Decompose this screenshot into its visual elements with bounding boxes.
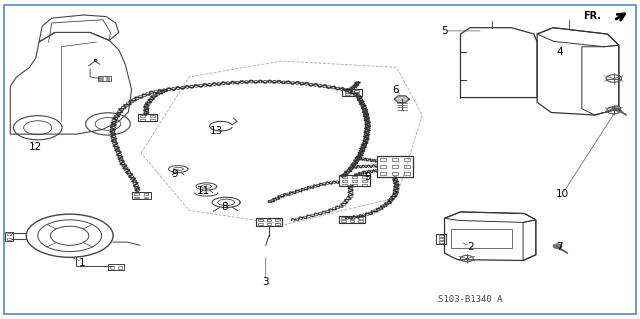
Text: 6: 6 [392, 85, 399, 95]
Bar [341, 220, 346, 222]
Bar [99, 77, 102, 78]
Circle shape [553, 244, 562, 249]
Bar [392, 172, 398, 175]
Text: 5: 5 [441, 26, 448, 36]
Bar [362, 184, 367, 186]
Bar [439, 238, 444, 240]
Bar [259, 219, 262, 221]
Bar [4, 232, 13, 241]
Bar [355, 93, 359, 95]
Text: 9: 9 [171, 169, 178, 179]
Bar [439, 235, 444, 236]
Bar [143, 197, 148, 198]
Bar [350, 217, 354, 219]
Bar [7, 238, 12, 240]
Bar [98, 76, 111, 81]
Text: 4: 4 [556, 47, 563, 56]
Bar [451, 229, 511, 248]
Bar [267, 223, 271, 225]
Bar [345, 93, 349, 95]
Bar [150, 119, 155, 121]
Bar [259, 223, 262, 225]
Bar [345, 90, 349, 92]
Bar [436, 234, 447, 244]
Text: 8: 8 [221, 202, 228, 212]
Bar [358, 217, 363, 219]
Bar [106, 79, 109, 80]
Polygon shape [394, 96, 410, 102]
Bar [355, 90, 359, 92]
Bar [339, 216, 365, 223]
Bar [99, 79, 102, 80]
Text: 11: 11 [197, 186, 211, 196]
Text: 12: 12 [29, 142, 42, 152]
Bar [110, 266, 114, 269]
Bar [256, 218, 282, 226]
Bar [380, 158, 387, 161]
Text: 9: 9 [365, 172, 371, 182]
Bar [275, 223, 280, 225]
Text: FR.: FR. [583, 11, 601, 21]
Bar [342, 89, 362, 96]
Bar [380, 165, 387, 168]
Text: S103-B1340 A: S103-B1340 A [438, 295, 502, 304]
Text: 1: 1 [79, 258, 85, 268]
Bar [342, 176, 347, 178]
Bar [392, 158, 398, 161]
Bar [275, 219, 280, 221]
Bar [404, 172, 410, 175]
Bar [350, 220, 354, 222]
Text: 2: 2 [467, 242, 474, 252]
Bar [342, 180, 347, 182]
Bar [362, 176, 367, 178]
Circle shape [612, 106, 621, 110]
Bar [267, 219, 271, 221]
Bar [404, 165, 410, 168]
Bar [352, 184, 357, 186]
Bar [140, 115, 145, 117]
Bar [362, 180, 367, 182]
Text: 10: 10 [556, 189, 569, 199]
Bar [358, 220, 363, 222]
Bar [339, 175, 370, 187]
Bar [138, 115, 157, 122]
Bar [342, 184, 347, 186]
Bar [150, 115, 155, 117]
Bar [404, 158, 410, 161]
Text: 13: 13 [210, 126, 223, 136]
Bar [7, 233, 12, 235]
Bar [140, 119, 145, 121]
Bar [378, 156, 413, 177]
Bar [380, 172, 387, 175]
Bar [341, 217, 346, 219]
Bar [106, 77, 109, 78]
Bar [132, 192, 151, 199]
Bar [352, 180, 357, 182]
Bar [134, 193, 139, 195]
Text: 3: 3 [262, 277, 269, 287]
Bar [108, 264, 124, 270]
Text: 7: 7 [556, 242, 563, 252]
Bar [143, 193, 148, 195]
Bar [439, 241, 444, 243]
Bar [134, 197, 139, 198]
Bar [118, 266, 122, 269]
Bar [352, 176, 357, 178]
Bar [392, 165, 398, 168]
